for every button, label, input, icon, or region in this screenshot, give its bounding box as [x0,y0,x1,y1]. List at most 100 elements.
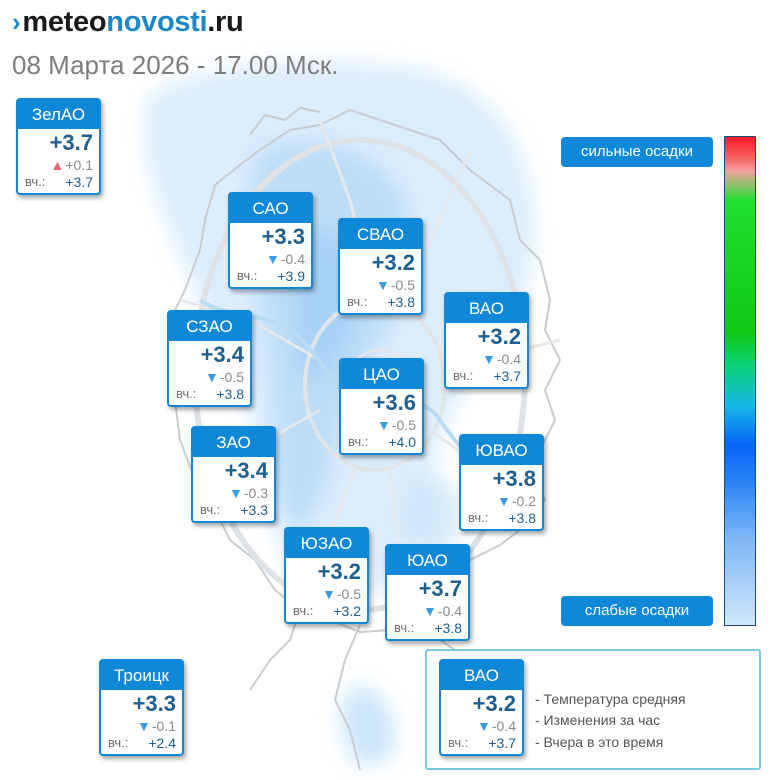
yesterday-row: вч.: +3.8 [468,510,536,526]
district-card-zelao: ЗелАО +3.7 ▲+0.1 вч.: +3.7 [16,98,101,195]
yesterday-row: вч.: +3.8 [394,620,462,636]
yesterday-value: +3.8 [508,510,536,526]
yesterday-value: +2.4 [148,735,176,751]
average-temperature: +3.6 [372,390,416,415]
average-temperature: +3.2 [477,324,521,349]
district-name: ЮЗАО [286,529,367,558]
district-name: ВАО [441,661,522,690]
trend-down-icon: ▼ [229,485,243,501]
yesterday-row: вч.: +3.7 [25,174,93,190]
yesterday-value: +3.8 [216,386,244,402]
average-temperature: +3.3 [261,224,305,249]
yesterday-label: вч.: [237,268,258,283]
district-name: ЗелАО [18,100,99,129]
district-card-sao: САО +3.3 ▼-0.4 вч.: +3.9 [228,192,313,289]
logo-part-domain: .ru [207,6,244,38]
legend-example-card: ВАО +3.2 ▼-0.4 вч.: +3.7 [439,659,524,756]
yesterday-row: вч.: +4.0 [348,434,416,450]
district-name: СВАО [340,220,421,249]
district-name: САО [230,194,311,223]
hourly-change-value: -0.5 [336,586,361,602]
yesterday-label: вч.: [468,510,489,525]
trend-down-icon: ▼ [477,718,491,734]
district-name: Троицк [101,661,182,690]
district-card-szao: СЗАО +3.4 ▼-0.5 вч.: +3.8 [167,310,252,407]
hourly-change-value: -0.5 [391,417,416,433]
district-card-yuvao: ЮВАО +3.8 ▼-0.2 вч.: +3.8 [459,434,544,531]
yesterday-value: +3.7 [65,174,93,190]
district-name: ЮАО [387,546,468,575]
yesterday-row: вч.: +3.7 [448,735,516,751]
yesterday-label: вч.: [394,620,415,635]
yesterday-value: +3.7 [488,735,516,751]
district-card-cao: ЦАО +3.6 ▼-0.5 вч.: +4.0 [339,358,424,455]
yesterday-row: вч.: +2.4 [108,735,176,751]
average-temperature: +3.7 [49,130,93,155]
trend-down-icon: ▼ [205,369,219,385]
yesterday-label: вч.: [108,735,129,750]
district-name: СЗАО [169,312,250,341]
hourly-change: ▼-0.1 [137,718,176,734]
forecast-datetime: 08 Марта 2026 - 17.00 Мск. [12,50,339,80]
average-temperature: +3.4 [224,458,268,483]
district-name: ВАО [446,294,527,323]
hourly-change: ▼-0.5 [376,277,415,293]
hourly-change: ▼-0.4 [266,251,305,267]
scale-label-low: слабые осадки [561,596,713,626]
trend-down-icon: ▼ [137,718,151,734]
yesterday-label: вч.: [453,368,474,383]
hourly-change-value: -0.4 [496,351,521,367]
yesterday-value: +3.8 [434,620,462,636]
yesterday-row: вч.: +3.8 [176,386,244,402]
logo-mark: › [12,7,21,37]
hourly-change-value: -0.1 [151,718,176,734]
legend-line-average: - Температура средняя [535,691,686,707]
district-card-zao: ЗАО +3.4 ▼-0.3 вч.: +3.3 [191,426,276,523]
district-card-svao: СВАО +3.2 ▼-0.5 вч.: +3.8 [338,218,423,315]
district-name: ЗАО [193,428,274,457]
site-logo: ›meteonovosti.ru [12,6,244,39]
hourly-change: ▲+0.1 [51,157,94,173]
yesterday-row: вч.: +3.3 [200,502,268,518]
hourly-change-value: -0.2 [511,493,536,509]
trend-down-icon: ▼ [266,251,280,267]
trend-down-icon: ▼ [377,417,391,433]
average-temperature: +3.2 [472,691,516,716]
yesterday-label: вч.: [347,294,368,309]
average-temperature: +3.8 [492,466,536,491]
trend-down-icon: ▼ [497,493,511,509]
district-name: ЦАО [341,360,422,389]
yesterday-value: +3.8 [387,294,415,310]
district-card-vao: ВАО +3.2 ▼-0.4 вч.: +3.7 [444,292,529,389]
hourly-change-value: +0.1 [65,157,93,173]
trend-down-icon: ▼ [482,351,496,367]
trend-down-icon: ▼ [423,603,437,619]
average-temperature: +3.3 [132,691,176,716]
hourly-change: ▼-0.5 [322,586,361,602]
yesterday-label: вч.: [176,386,197,401]
hourly-change: ▼-0.2 [497,493,536,509]
hourly-change-value: -0.4 [491,718,516,734]
yesterday-value: +4.0 [388,434,416,450]
district-name: ЮВАО [461,436,542,465]
average-temperature: +3.4 [200,342,244,367]
trend-up-icon: ▲ [50,157,65,173]
yesterday-value: +3.3 [240,502,268,518]
hourly-change-value: -0.5 [390,277,415,293]
logo-part-meteo: meteo [22,6,107,38]
hourly-change: ▼-0.3 [229,485,268,501]
yesterday-row: вч.: +3.7 [453,368,521,384]
district-card-yuao: ЮАО +3.7 ▼-0.4 вч.: +3.8 [385,544,470,641]
district-card-yuzao: ЮЗАО +3.2 ▼-0.5 вч.: +3.2 [284,527,369,624]
district-card-troitsk: Троицк +3.3 ▼-0.1 вч.: +2.4 [99,659,184,756]
legend-line-yesterday: - Вчера в это время [535,734,664,750]
hourly-change: ▼-0.4 [477,718,516,734]
yesterday-row: вч.: +3.8 [347,294,415,310]
yesterday-value: +3.7 [493,368,521,384]
precipitation-scale-bar [724,136,756,626]
hourly-change: ▼-0.4 [423,603,462,619]
hourly-change: ▼-0.4 [482,351,521,367]
yesterday-row: вч.: +3.9 [237,268,305,284]
trend-down-icon: ▼ [322,586,336,602]
average-temperature: +3.2 [371,250,415,275]
